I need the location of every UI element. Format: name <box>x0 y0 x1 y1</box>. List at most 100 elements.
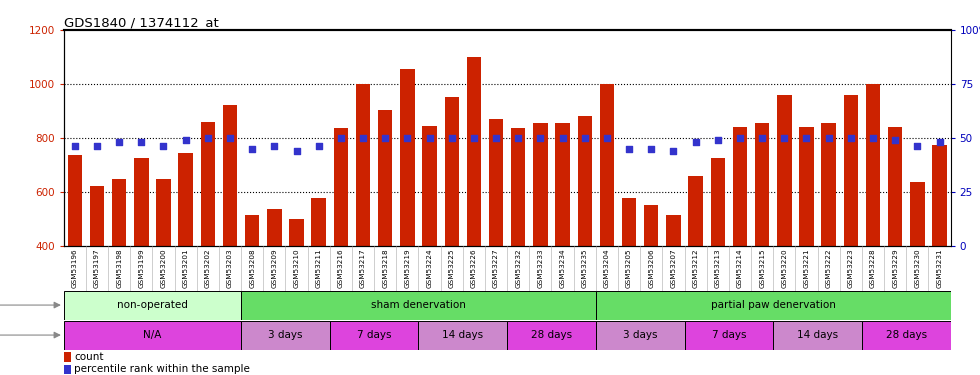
Point <box>932 139 948 145</box>
Bar <box>844 95 858 246</box>
Text: GSM53196: GSM53196 <box>72 248 77 288</box>
Point <box>776 135 792 141</box>
Point <box>843 135 858 141</box>
Point <box>89 144 105 150</box>
Text: GSM53202: GSM53202 <box>205 248 211 288</box>
Point <box>511 135 526 141</box>
Text: GSM53217: GSM53217 <box>360 248 366 288</box>
Text: non-operated: non-operated <box>117 300 188 310</box>
Text: 14 days: 14 days <box>797 330 838 340</box>
Text: GSM53230: GSM53230 <box>914 248 920 288</box>
Bar <box>910 182 924 246</box>
Bar <box>268 209 281 246</box>
Point <box>688 139 704 145</box>
Bar <box>418 321 508 350</box>
Point <box>887 137 903 143</box>
Bar <box>64 321 241 350</box>
Text: time: time <box>0 330 60 340</box>
Point <box>799 135 814 141</box>
Text: GSM53206: GSM53206 <box>649 248 655 288</box>
Text: GSM53208: GSM53208 <box>249 248 255 288</box>
Bar <box>222 105 237 246</box>
Text: GSM53228: GSM53228 <box>870 248 876 288</box>
Bar <box>400 69 415 246</box>
Point <box>377 135 393 141</box>
Bar <box>112 179 126 246</box>
Text: GSM53207: GSM53207 <box>670 248 676 288</box>
Point <box>755 135 770 141</box>
Point <box>112 139 127 145</box>
Bar <box>178 153 193 246</box>
Text: N/A: N/A <box>143 330 162 340</box>
Text: GSM53223: GSM53223 <box>848 248 854 288</box>
Point <box>710 137 725 143</box>
Text: GSM53229: GSM53229 <box>892 248 898 288</box>
Bar <box>508 321 596 350</box>
Bar <box>773 321 862 350</box>
Bar <box>312 198 326 246</box>
Bar <box>329 321 418 350</box>
Point <box>532 135 548 141</box>
Text: 7 days: 7 days <box>357 330 391 340</box>
Text: 14 days: 14 days <box>442 330 483 340</box>
Bar <box>466 57 481 246</box>
Text: GSM53200: GSM53200 <box>161 248 167 288</box>
Text: GSM53220: GSM53220 <box>781 248 787 288</box>
Point <box>644 146 660 152</box>
Text: sham denervation: sham denervation <box>371 300 466 310</box>
Bar <box>862 321 951 350</box>
Bar <box>733 127 747 246</box>
Bar <box>356 84 370 246</box>
Bar <box>511 128 525 246</box>
Text: GSM53225: GSM53225 <box>449 248 455 288</box>
Point <box>665 148 681 154</box>
Point <box>466 135 482 141</box>
Bar <box>134 158 149 246</box>
Text: GSM53204: GSM53204 <box>604 248 610 288</box>
Text: GSM53216: GSM53216 <box>338 248 344 288</box>
Text: GSM53205: GSM53205 <box>626 248 632 288</box>
Point <box>156 144 171 150</box>
Bar <box>422 126 437 246</box>
Text: GSM53201: GSM53201 <box>182 248 188 288</box>
Point <box>555 135 570 141</box>
Bar <box>688 176 703 246</box>
Bar <box>596 321 685 350</box>
Bar <box>622 198 636 246</box>
Bar <box>556 123 569 246</box>
Text: GSM53227: GSM53227 <box>493 248 499 288</box>
Bar <box>600 84 614 246</box>
Point <box>311 144 326 150</box>
Bar <box>684 321 773 350</box>
Point <box>865 135 881 141</box>
Text: count: count <box>74 352 104 362</box>
Text: GSM53209: GSM53209 <box>271 248 277 288</box>
Point <box>67 144 82 150</box>
Bar <box>710 158 725 246</box>
Text: GSM53198: GSM53198 <box>117 248 122 288</box>
Text: GSM53232: GSM53232 <box>515 248 521 288</box>
Point <box>909 144 925 150</box>
Text: GSM53197: GSM53197 <box>94 248 100 288</box>
Bar <box>241 291 596 320</box>
Text: GSM53234: GSM53234 <box>560 248 565 288</box>
Bar <box>533 123 548 246</box>
Text: percentile rank within the sample: percentile rank within the sample <box>74 364 250 374</box>
Bar <box>333 128 348 246</box>
Point <box>444 135 460 141</box>
Text: 28 days: 28 days <box>886 330 927 340</box>
Text: GSM53210: GSM53210 <box>294 248 300 288</box>
Point <box>289 148 305 154</box>
Point <box>400 135 416 141</box>
Bar <box>888 127 903 246</box>
Point <box>355 135 370 141</box>
Bar <box>596 291 951 320</box>
Text: GSM53218: GSM53218 <box>382 248 388 288</box>
Point <box>599 135 614 141</box>
Text: GSM53214: GSM53214 <box>737 248 743 288</box>
Bar <box>577 116 592 246</box>
Text: GSM53215: GSM53215 <box>760 248 765 288</box>
Bar <box>777 95 792 246</box>
Text: 28 days: 28 days <box>531 330 572 340</box>
Bar <box>90 186 104 246</box>
